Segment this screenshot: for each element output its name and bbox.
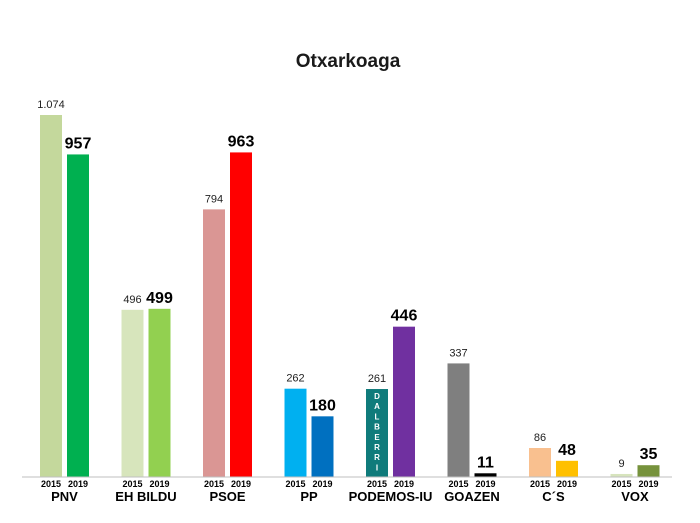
year-label-pp-2019: 2019 — [312, 479, 332, 489]
bar-vox-2019 — [637, 465, 660, 477]
bar-vox-2015 — [610, 473, 633, 477]
year-label-psoe-2015: 2015 — [204, 479, 224, 489]
year-label-podemos-iu-2019: 2019 — [394, 479, 414, 489]
data-label-pnv-2019: 957 — [65, 135, 92, 152]
data-label-c-s-2015: 86 — [534, 432, 546, 444]
year-label-pp-2015: 2015 — [285, 479, 305, 489]
year-label-eh-bildu-2019: 2019 — [149, 479, 169, 489]
year-label-vox-2019: 2019 — [638, 479, 658, 489]
bar-goazen-2019 — [474, 473, 497, 477]
chart-title: Otxarkoaga — [296, 51, 401, 72]
category-label-pnv: PNV — [51, 489, 78, 504]
category-label-eh-bildu: EH BILDU — [115, 489, 176, 504]
category-label-podemos-iu: PODEMOS-IU — [349, 489, 433, 504]
bar-psoe-2015 — [203, 209, 225, 477]
bar-pnv-2019 — [67, 154, 89, 477]
bar-text-char: A — [374, 402, 380, 411]
data-label-goazen-2015: 337 — [449, 347, 467, 359]
year-label-vox-2015: 2015 — [611, 479, 631, 489]
bar-eh-bildu-2015 — [121, 309, 144, 477]
category-label-psoe: PSOE — [209, 489, 245, 504]
category-label-goazen: GOAZEN — [444, 489, 500, 504]
data-label-pp-2015: 262 — [286, 373, 304, 385]
bar-psoe-2019 — [230, 152, 252, 478]
bar-c-s-2015 — [529, 448, 551, 477]
bar-text-char: I — [376, 463, 378, 472]
bar-pp-2015 — [284, 388, 307, 477]
category-label-c-s: C´S — [542, 489, 565, 504]
bar-eh-bildu-2019 — [148, 308, 171, 477]
year-label-podemos-iu-2015: 2015 — [367, 479, 387, 489]
bars-group — [40, 115, 660, 478]
category-label-vox: VOX — [621, 489, 649, 504]
bar-text-char: E — [374, 433, 380, 442]
data-label-psoe-2015: 794 — [205, 193, 223, 205]
data-label-vox-2015: 9 — [618, 458, 624, 470]
bar-c-s-2019 — [556, 460, 578, 477]
bar-podemos-iu-2015 — [366, 389, 388, 477]
bar-podemos-iu-2019 — [393, 326, 415, 477]
data-label-podemos-iu-2019: 446 — [391, 308, 418, 325]
year-label-pnv-2015: 2015 — [41, 479, 61, 489]
data-label-eh-bildu-2019: 499 — [146, 290, 173, 307]
bar-text-char: B — [374, 423, 380, 432]
year-label-psoe-2019: 2019 — [231, 479, 251, 489]
year-label-eh-bildu-2015: 2015 — [122, 479, 142, 489]
data-label-eh-bildu-2015: 496 — [123, 294, 141, 306]
bar-text-char: D — [374, 392, 380, 401]
year-label-goazen-2019: 2019 — [475, 479, 495, 489]
year-label-pnv-2019: 2019 — [68, 479, 88, 489]
data-label-c-s-2019: 48 — [558, 442, 576, 459]
year-label-goazen-2015: 2015 — [448, 479, 468, 489]
data-label-vox-2019: 35 — [640, 446, 658, 463]
data-label-pp-2019: 180 — [309, 397, 336, 414]
bar-goazen-2015 — [447, 363, 470, 477]
year-label-c-s-2015: 2015 — [530, 479, 550, 489]
bar-text-char: R — [374, 443, 380, 452]
bar-pp-2019 — [311, 416, 334, 477]
data-label-podemos-iu-2015: 261 — [368, 373, 386, 385]
category-label-pp: PP — [300, 489, 318, 504]
year-label-c-s-2019: 2019 — [557, 479, 577, 489]
data-label-goazen-2019: 11 — [477, 454, 494, 471]
data-label-psoe-2019: 963 — [228, 133, 255, 150]
bar-pnv-2015 — [40, 115, 62, 477]
bar-text-char: L — [375, 412, 380, 421]
bar-text-char: R — [374, 453, 380, 462]
data-label-pnv-2015: 1.074 — [37, 99, 65, 111]
